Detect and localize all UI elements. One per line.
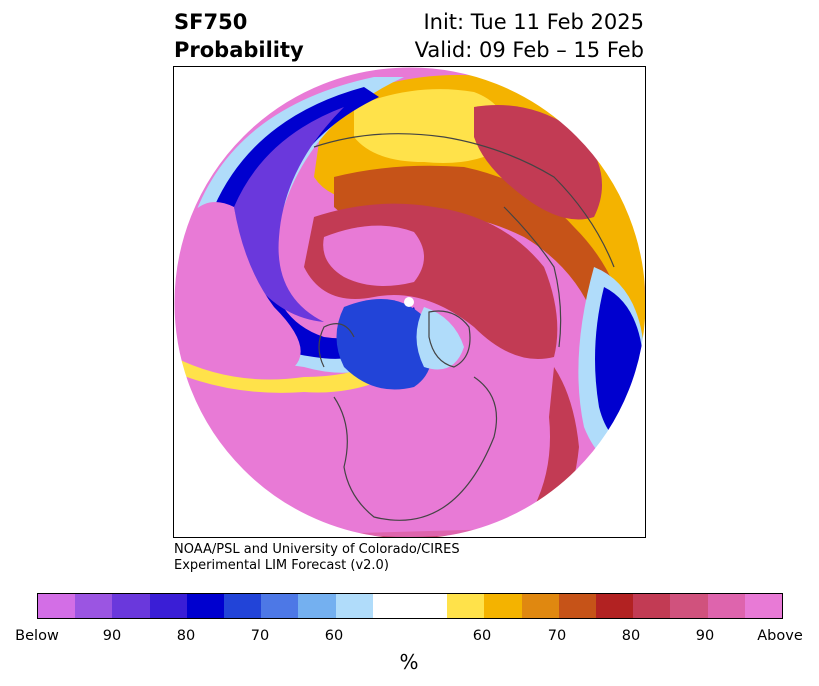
colorbar-tick-label: 60 [324,628,344,644]
subtitle-label: Probability [174,38,304,62]
colorbar-tick-label: 70 [250,628,270,644]
coastlines [313,133,615,521]
north-pole-marker [404,297,414,307]
canada-cold [336,299,432,390]
colorbar-swatch-2 [112,594,150,618]
colorbar-swatch-10 [410,594,448,618]
pacific-warm-core [174,202,301,370]
colorbar-tick-label: 90 [102,628,122,644]
coast-alaska [318,323,355,368]
colorbar [37,593,783,619]
chart-title: SF750 Probability [174,8,304,64]
pacific-purple [234,107,344,322]
colorbar-tick-label: 90 [695,628,715,644]
colorbar-swatch-6 [261,594,299,618]
colorbar-swatch-19 [744,594,783,618]
polar-map [173,66,646,538]
colorbar-tick-label: 80 [176,628,196,644]
date-info: Init: Tue 11 Feb 2025 Valid: 09 Feb – 15… [415,8,644,64]
colorbar-tick-label: Above [757,628,803,644]
colorbar-swatch-13 [521,594,559,618]
colorbar-swatch-16 [633,594,671,618]
colorbar-tick-label: Below [15,628,59,644]
credit-line-1: NOAA/PSL and University of Colorado/CIRE… [174,542,460,557]
credit: NOAA/PSL and University of Colorado/CIRE… [174,542,460,574]
coast-greenland [428,310,471,368]
colorbar-tick-label: 60 [472,628,492,644]
europe-orange [334,165,624,317]
colorbar-tick-label: 70 [547,628,567,644]
variable-label: SF750 [174,10,248,34]
colorbar-swatch-0 [38,594,76,618]
credit-line-2: Experimental LIM Forecast (v2.0) [174,558,389,573]
colorbar-swatch-9 [372,594,411,618]
colorbar-swatch-11 [447,594,485,618]
colorbar-swatch-14 [558,594,597,618]
colorbar-swatch-7 [298,594,336,618]
colorbar-swatch-15 [596,594,634,618]
colorbar-swatch-4 [186,594,225,618]
colorbar-swatch-8 [335,594,373,618]
probability-map [174,67,645,537]
colorbar-swatch-18 [707,594,745,618]
valid-date: Valid: 09 Feb – 15 Feb [414,38,644,62]
siberia-core [323,225,424,286]
colorbar-swatch-5 [224,594,262,618]
coast-north-america [333,376,498,521]
colorbar-unit: % [399,650,419,674]
colorbar-swatch-12 [484,594,522,618]
init-date: Init: Tue 11 Feb 2025 [423,10,644,34]
colorbar-swatch-17 [670,594,708,618]
colorbar-swatch-3 [149,594,187,618]
europe-light-yellow [354,89,506,163]
coast-asia [313,133,615,268]
colorbar-swatch-1 [75,594,113,618]
colorbar-tick-label: 80 [621,628,641,644]
canada-light [416,307,464,370]
coast-europe [503,206,562,348]
europe-red [474,105,602,220]
